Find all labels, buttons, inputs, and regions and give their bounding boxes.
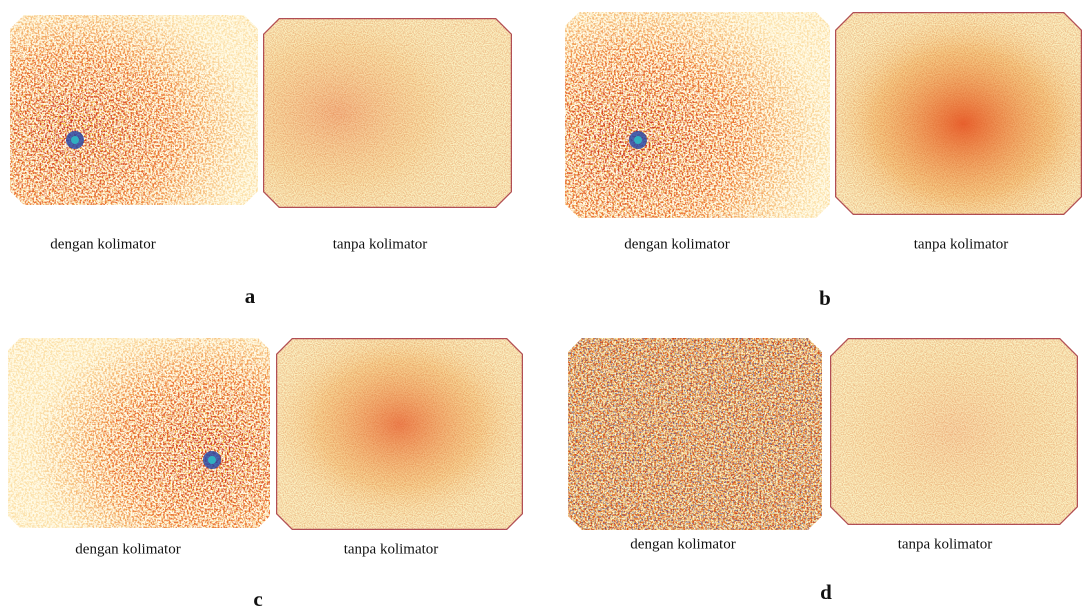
panel-label: c — [253, 587, 262, 609]
caption: dengan kolimator — [630, 536, 735, 552]
panel-label: d — [820, 580, 832, 604]
scan-image — [276, 338, 523, 530]
caption: tanpa kolimator — [898, 536, 993, 552]
panel-label: b — [819, 286, 831, 310]
panel-label: a — [245, 284, 256, 308]
scan-image — [565, 12, 830, 218]
caption: dengan kolimator — [624, 236, 729, 252]
scan-image — [8, 338, 270, 528]
caption: dengan kolimator — [50, 236, 155, 252]
scan-image — [835, 12, 1082, 215]
caption: tanpa kolimator — [914, 236, 1009, 252]
caption: tanpa kolimator — [333, 236, 428, 252]
scan-image — [830, 338, 1078, 525]
caption: tanpa kolimator — [344, 541, 439, 557]
scan-image — [263, 18, 512, 208]
caption: dengan kolimator — [75, 541, 180, 557]
scan-image — [568, 338, 822, 530]
scan-image — [10, 15, 258, 205]
